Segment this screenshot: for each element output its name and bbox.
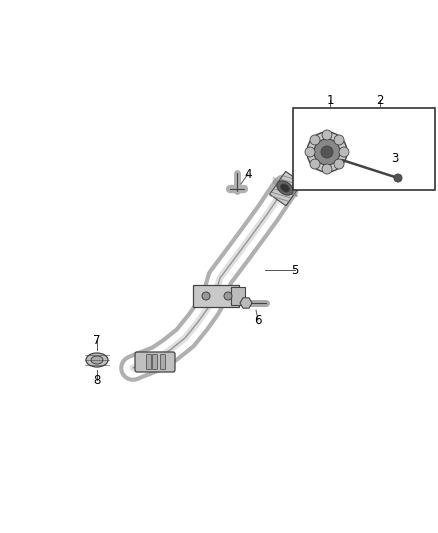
FancyBboxPatch shape bbox=[152, 354, 158, 369]
Circle shape bbox=[394, 174, 402, 182]
Circle shape bbox=[322, 130, 332, 140]
FancyBboxPatch shape bbox=[231, 287, 245, 305]
Text: 7: 7 bbox=[93, 334, 101, 346]
Ellipse shape bbox=[86, 353, 108, 367]
Text: 2: 2 bbox=[376, 93, 384, 107]
Circle shape bbox=[310, 159, 320, 169]
Ellipse shape bbox=[280, 184, 290, 192]
Circle shape bbox=[339, 147, 349, 157]
Circle shape bbox=[224, 292, 232, 300]
FancyBboxPatch shape bbox=[160, 354, 166, 369]
FancyBboxPatch shape bbox=[135, 352, 175, 372]
Text: 1: 1 bbox=[326, 93, 334, 107]
Text: 6: 6 bbox=[254, 313, 262, 327]
Text: 3: 3 bbox=[391, 151, 399, 165]
Circle shape bbox=[305, 147, 315, 157]
Circle shape bbox=[314, 139, 340, 165]
Circle shape bbox=[322, 164, 332, 174]
Circle shape bbox=[202, 292, 210, 300]
Text: 8: 8 bbox=[93, 374, 101, 386]
Circle shape bbox=[307, 132, 347, 172]
Circle shape bbox=[334, 159, 344, 169]
FancyBboxPatch shape bbox=[146, 354, 152, 369]
Text: 5: 5 bbox=[291, 263, 299, 277]
Bar bbox=[293, 108, 435, 190]
Text: 4: 4 bbox=[244, 167, 252, 181]
Circle shape bbox=[310, 135, 320, 145]
Circle shape bbox=[334, 135, 344, 145]
FancyBboxPatch shape bbox=[193, 285, 239, 307]
Circle shape bbox=[321, 146, 333, 158]
Ellipse shape bbox=[277, 181, 293, 195]
Ellipse shape bbox=[91, 356, 103, 364]
Polygon shape bbox=[270, 172, 302, 206]
